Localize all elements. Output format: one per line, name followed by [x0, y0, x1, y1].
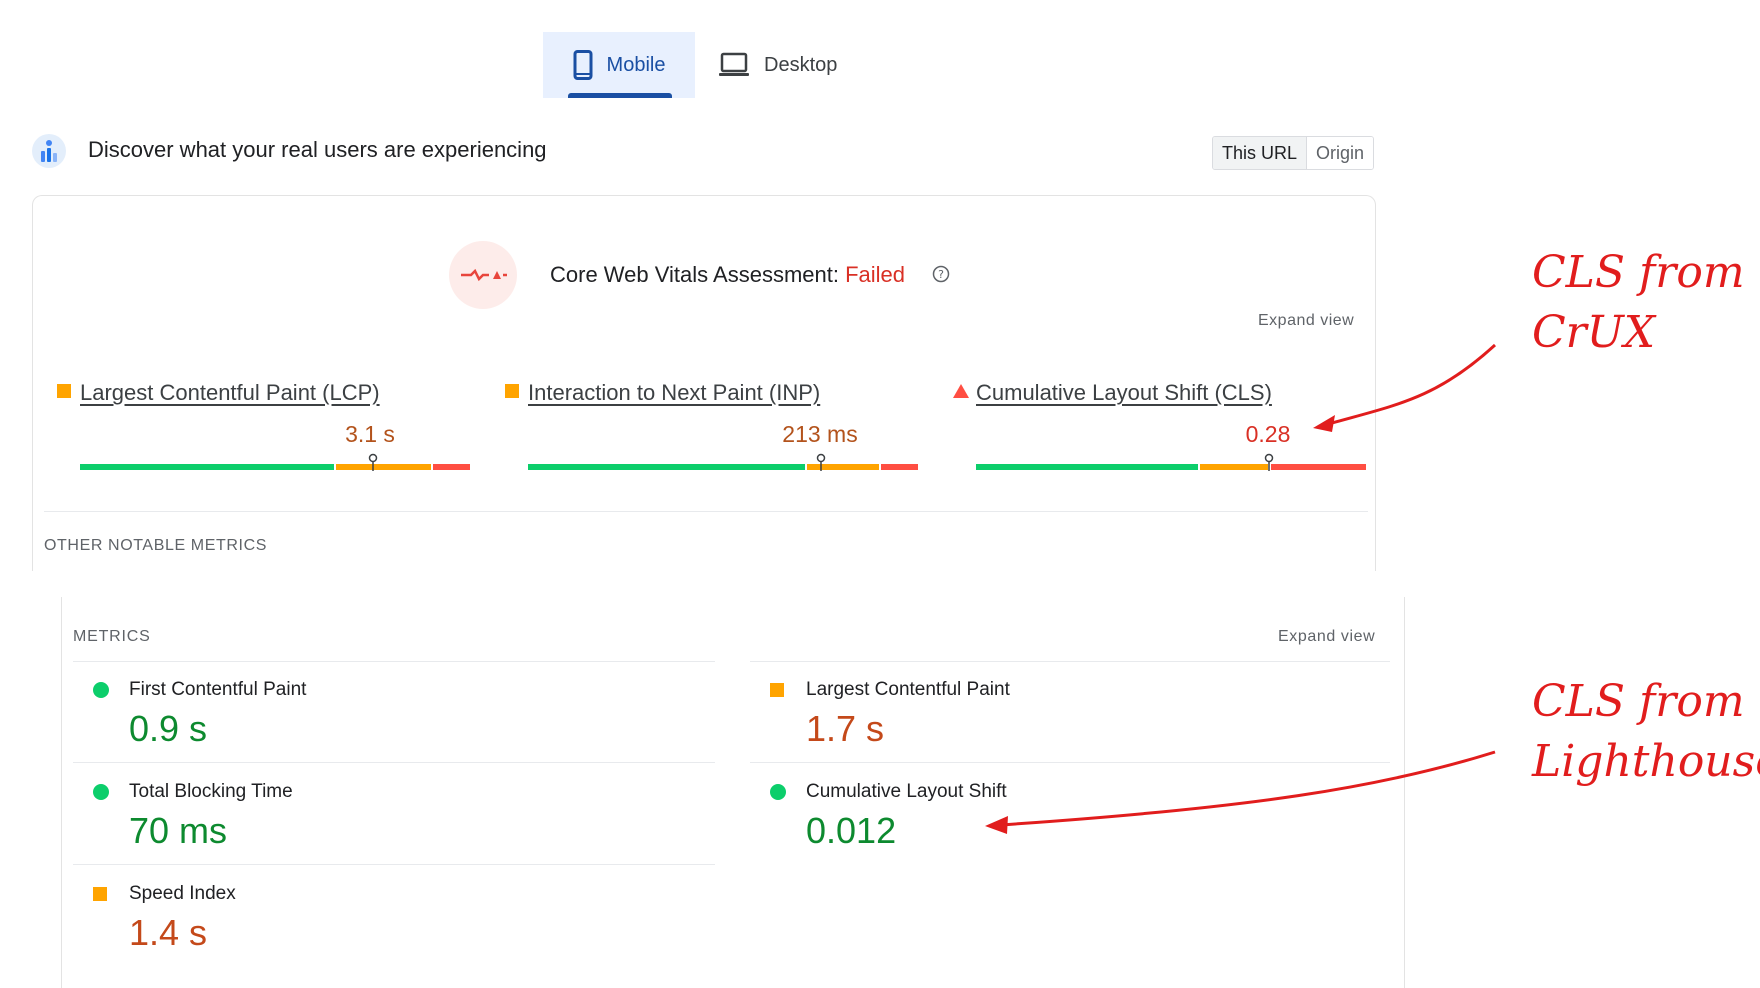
lcp-value: 3.1 s: [345, 421, 395, 447]
help-icon[interactable]: ?: [932, 265, 950, 283]
metric-name: First Contentful Paint: [129, 679, 307, 700]
metric-value: 0.9 s: [129, 708, 208, 749]
annotation-lighthouse: CLS from Lighthouse: [1532, 672, 1760, 792]
cls-distribution-bar: [976, 453, 1366, 471]
metric-name: Total Blocking Time: [129, 781, 293, 802]
inp-metric-link[interactable]: Interaction to Next Paint (INP): [528, 380, 821, 405]
percentile-marker-icon: [368, 453, 377, 471]
bar-segment-good: [80, 464, 334, 470]
tab-mobile[interactable]: Mobile: [543, 32, 695, 98]
bar-segment-needs-improvement: [806, 464, 879, 470]
crux-expand-view-link[interactable]: Expand view: [1258, 312, 1355, 329]
origin-button[interactable]: Origin: [1307, 137, 1374, 169]
cls-value: 0.28: [1245, 421, 1291, 447]
lighthouse-metrics-heading: METRICS: [73, 628, 151, 645]
annotation-line: CLS from: [1532, 676, 1745, 727]
bar-segment-poor: [1270, 464, 1366, 470]
arrow-to-crux-cls: [1324, 343, 1497, 427]
inp-value: 213 ms: [782, 421, 858, 447]
bar-segment-good: [528, 464, 805, 470]
metric-value: 1.4 s: [129, 912, 208, 953]
average-square-icon: [93, 887, 107, 901]
tab-mobile-label: Mobile: [606, 53, 666, 76]
other-notable-metrics-heading: OTHER NOTABLE METRICS: [44, 537, 267, 554]
failed-assessment-icon: [449, 241, 517, 309]
tab-desktop[interactable]: Desktop: [718, 32, 858, 98]
good-circle-icon: [93, 682, 109, 698]
tab-desktop-label: Desktop: [764, 53, 838, 76]
average-square-icon: [770, 683, 784, 697]
good-circle-icon: [93, 784, 109, 800]
needs-improvement-square-icon: [57, 384, 71, 398]
assessment-heading: Core Web Vitals Assessment: Failed: [550, 262, 905, 288]
lcp-distribution-bar: [80, 453, 470, 471]
lcp-metric-link[interactable]: Largest Contentful Paint (LCP): [80, 380, 380, 405]
percentile-marker-icon: [1264, 453, 1273, 471]
metric-name: Speed Index: [129, 883, 236, 904]
arrow-to-lighthouse-cls: [999, 750, 1496, 827]
inp-distribution-bar: [528, 453, 918, 471]
divider: [750, 762, 1390, 763]
percentile-marker-icon: [816, 453, 825, 471]
divider: [750, 661, 1390, 662]
annotation-line: CrUX: [1532, 307, 1656, 358]
divider: [73, 661, 715, 662]
this-url-button[interactable]: This URL: [1213, 137, 1308, 169]
bar-segment-poor: [881, 464, 918, 470]
crux-section-title: Discover what your real users are experi…: [88, 137, 547, 162]
users-chart-icon: [32, 134, 66, 168]
good-circle-icon: [770, 784, 786, 800]
crux-card: [32, 195, 1376, 571]
annotation-crux: CLS from CrUX: [1532, 243, 1745, 363]
metric-value: 0.012: [806, 810, 897, 851]
bar-segment-needs-improvement: [335, 464, 431, 470]
arrowhead-icon: [1313, 415, 1335, 432]
divider: [73, 864, 715, 865]
arrowhead-icon: [985, 816, 1008, 834]
metric-value: 1.7 s: [806, 708, 885, 749]
bar-segment-good: [976, 464, 1199, 470]
assessment-label: Core Web Vitals Assessment:: [550, 262, 846, 287]
lighthouse-expand-view-link[interactable]: Expand view: [1278, 628, 1376, 645]
divider: [73, 762, 715, 763]
poor-triangle-icon: [953, 384, 969, 398]
active-tab-indicator: [568, 93, 672, 98]
mobile-phone-icon: [573, 50, 593, 80]
needs-improvement-square-icon: [505, 384, 519, 398]
cls-metric-link[interactable]: Cumulative Layout Shift (CLS): [976, 380, 1272, 405]
metric-value: 70 ms: [129, 810, 228, 851]
url-origin-toggle: This URL Origin: [1212, 136, 1375, 170]
metric-name: Largest Contentful Paint: [806, 679, 1010, 700]
annotation-line: CLS from: [1532, 247, 1745, 298]
svg-text:?: ?: [938, 268, 944, 281]
bar-segment-needs-improvement: [1200, 464, 1269, 470]
assessment-status: Failed: [845, 262, 906, 287]
divider: [44, 511, 1368, 512]
laptop-icon: [719, 52, 749, 76]
bar-segment-poor: [433, 464, 470, 470]
annotation-line: Lighthouse: [1532, 736, 1760, 787]
metric-name: Cumulative Layout Shift: [806, 781, 1007, 802]
lighthouse-metrics-card: [61, 597, 1405, 988]
